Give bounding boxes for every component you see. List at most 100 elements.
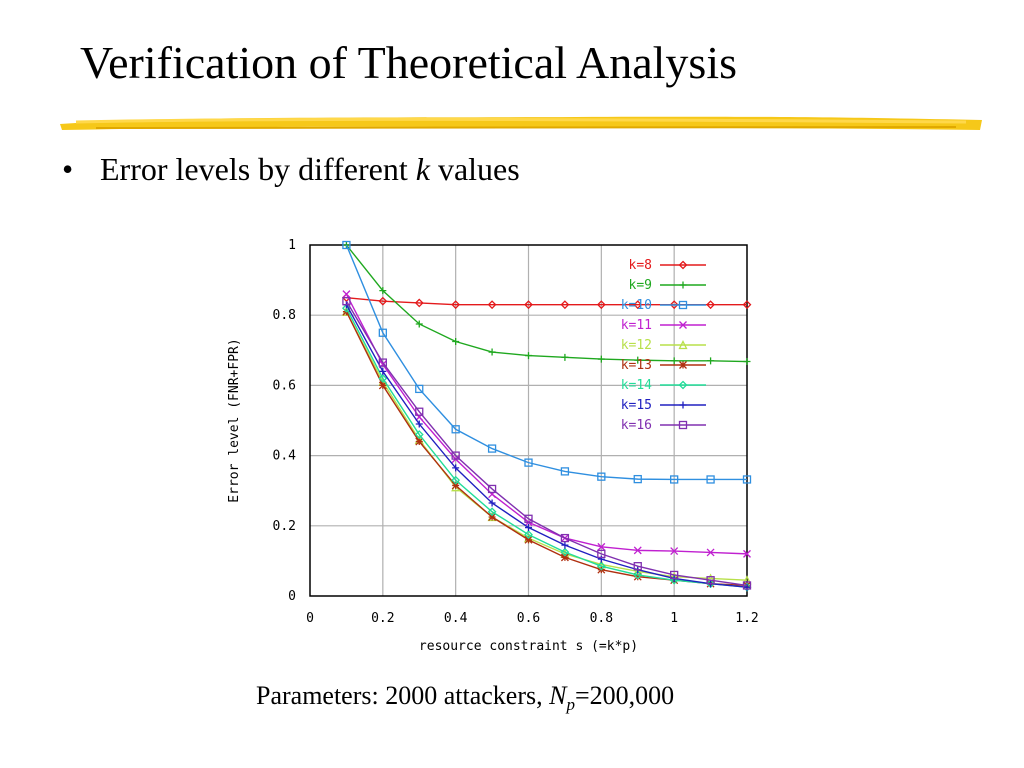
data-point bbox=[525, 352, 532, 360]
data-point bbox=[706, 548, 715, 557]
bullet-text-before: Error levels by different bbox=[100, 151, 416, 187]
series-line bbox=[345, 244, 748, 363]
data-point bbox=[633, 572, 642, 581]
data-point bbox=[670, 570, 679, 580]
series-line bbox=[345, 293, 748, 555]
legend-label: k=16 bbox=[621, 418, 652, 433]
data-point bbox=[524, 300, 533, 310]
series-line bbox=[345, 300, 748, 587]
data-point bbox=[451, 425, 460, 434]
data-point bbox=[342, 297, 351, 306]
data-point bbox=[378, 358, 387, 367]
caption-suffix: =200,000 bbox=[574, 681, 675, 710]
chart-grid bbox=[310, 245, 747, 596]
data-point bbox=[488, 513, 497, 521]
legend-label: k=10 bbox=[621, 298, 652, 313]
series-k-9 bbox=[342, 241, 751, 366]
x-tick-label: 0.6 bbox=[517, 611, 540, 626]
series-line bbox=[345, 307, 748, 588]
series-k-10 bbox=[342, 240, 752, 484]
x-axis-label: resource constraint s (=k*p) bbox=[419, 639, 638, 654]
data-point bbox=[525, 524, 532, 532]
legend-label: k=11 bbox=[621, 318, 652, 333]
data-point bbox=[378, 381, 387, 390]
data-point bbox=[742, 475, 752, 484]
x-tick-label: 1.2 bbox=[735, 611, 758, 626]
data-point bbox=[415, 437, 424, 446]
y-axis-label: Error level (FNR+FPR) bbox=[227, 338, 242, 502]
data-point bbox=[379, 287, 387, 295]
series-k-11 bbox=[342, 290, 751, 558]
data-point bbox=[633, 570, 643, 580]
data-point bbox=[560, 300, 570, 310]
data-point bbox=[597, 355, 605, 363]
data-point bbox=[414, 430, 424, 439]
x-tick-label: 0 bbox=[306, 611, 314, 626]
series-k-16 bbox=[342, 297, 752, 590]
data-point bbox=[678, 380, 688, 390]
data-point bbox=[679, 401, 687, 409]
x-tick-label: 1 bbox=[670, 611, 678, 626]
data-point bbox=[597, 472, 606, 481]
data-point bbox=[633, 546, 642, 555]
data-point bbox=[706, 576, 715, 585]
data-point bbox=[452, 338, 460, 346]
data-point bbox=[415, 407, 424, 416]
data-point bbox=[560, 547, 570, 557]
series-line bbox=[345, 311, 748, 581]
error-level-chart: 0 0.2 0.4 0.6 0.8 1 1.200.20.40.60.81 k=8k=9k=… bbox=[227, 238, 759, 654]
data-point bbox=[524, 530, 533, 539]
bullet-item: • Error levels by different k values bbox=[62, 150, 520, 188]
data-point bbox=[742, 300, 752, 310]
data-point bbox=[633, 474, 642, 484]
data-point bbox=[487, 484, 497, 494]
data-point bbox=[378, 296, 388, 306]
series-k-14 bbox=[341, 303, 752, 592]
slide-title: Verification of Theoretical Analysis bbox=[80, 37, 738, 88]
data-point bbox=[488, 348, 496, 356]
data-point bbox=[679, 281, 687, 289]
data-point bbox=[743, 549, 751, 558]
data-point bbox=[561, 541, 569, 549]
series-line bbox=[345, 304, 748, 588]
series-line bbox=[345, 244, 747, 481]
data-point bbox=[633, 562, 642, 571]
data-point bbox=[415, 384, 424, 394]
data-point bbox=[451, 481, 460, 490]
title-highlighter-stroke bbox=[60, 116, 982, 130]
data-point bbox=[487, 300, 497, 310]
data-point bbox=[743, 358, 751, 366]
data-point bbox=[670, 357, 678, 365]
bullet-marker: • bbox=[62, 151, 74, 187]
data-point bbox=[634, 356, 642, 364]
y-tick-label: 0.2 bbox=[273, 519, 296, 534]
data-point bbox=[678, 420, 688, 430]
y-tick-label: 0.8 bbox=[273, 308, 296, 323]
bullet-k-variable: k bbox=[415, 151, 430, 187]
data-point bbox=[487, 507, 497, 517]
data-point bbox=[679, 361, 687, 369]
data-point bbox=[560, 553, 569, 562]
legend-label: k=9 bbox=[629, 278, 652, 293]
data-point bbox=[378, 328, 387, 337]
data-point bbox=[451, 300, 461, 310]
data-point bbox=[707, 357, 715, 365]
data-point bbox=[633, 300, 643, 310]
chart-legend: k=8 k=9 k=10 k=11 k=12 k=13 k=14 k=15 k=16 bbox=[621, 258, 706, 433]
plot-frame bbox=[309, 244, 748, 597]
legend-label: k=12 bbox=[621, 338, 652, 353]
data-point bbox=[560, 467, 570, 476]
data-point bbox=[679, 321, 687, 329]
legend-label: k=15 bbox=[621, 398, 652, 413]
data-point bbox=[596, 561, 606, 571]
caption-prefix: Parameters: 2000 attackers, bbox=[256, 681, 550, 710]
data-point bbox=[451, 475, 461, 485]
x-tick-label: 0.2 bbox=[371, 611, 394, 626]
bullet-text-after: values bbox=[429, 151, 520, 187]
series-k-13 bbox=[342, 307, 751, 590]
x-tick-label: 0.8 bbox=[590, 611, 613, 626]
series-k-8 bbox=[341, 293, 752, 310]
data-point bbox=[342, 290, 351, 299]
data-point bbox=[706, 300, 716, 310]
data-point bbox=[597, 555, 605, 563]
